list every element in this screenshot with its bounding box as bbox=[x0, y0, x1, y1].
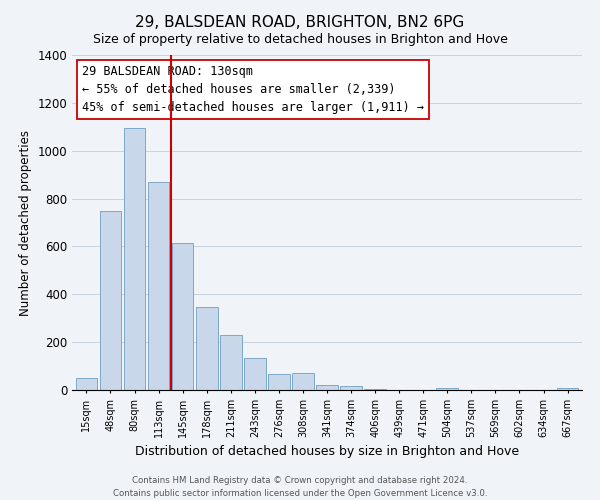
Bar bbox=[124, 128, 145, 390]
Bar bbox=[292, 373, 314, 390]
Text: Contains HM Land Registry data © Crown copyright and database right 2024.
Contai: Contains HM Land Registry data © Crown c… bbox=[113, 476, 487, 498]
Bar bbox=[220, 336, 242, 390]
Bar bbox=[172, 243, 193, 390]
X-axis label: Distribution of detached houses by size in Brighton and Hove: Distribution of detached houses by size … bbox=[135, 446, 519, 458]
Text: 29, BALSDEAN ROAD, BRIGHTON, BN2 6PG: 29, BALSDEAN ROAD, BRIGHTON, BN2 6PG bbox=[136, 15, 464, 30]
Bar bbox=[244, 358, 266, 390]
Bar bbox=[196, 306, 218, 390]
Bar bbox=[100, 210, 121, 390]
Bar bbox=[316, 384, 338, 390]
Bar bbox=[340, 386, 362, 390]
Y-axis label: Number of detached properties: Number of detached properties bbox=[19, 130, 32, 316]
Bar bbox=[148, 182, 169, 390]
Bar bbox=[76, 378, 97, 390]
Bar bbox=[557, 388, 578, 390]
Bar bbox=[436, 388, 458, 390]
Bar bbox=[364, 389, 386, 390]
Text: Size of property relative to detached houses in Brighton and Hove: Size of property relative to detached ho… bbox=[92, 32, 508, 46]
Text: 29 BALSDEAN ROAD: 130sqm
← 55% of detached houses are smaller (2,339)
45% of sem: 29 BALSDEAN ROAD: 130sqm ← 55% of detach… bbox=[82, 65, 424, 114]
Bar bbox=[268, 374, 290, 390]
